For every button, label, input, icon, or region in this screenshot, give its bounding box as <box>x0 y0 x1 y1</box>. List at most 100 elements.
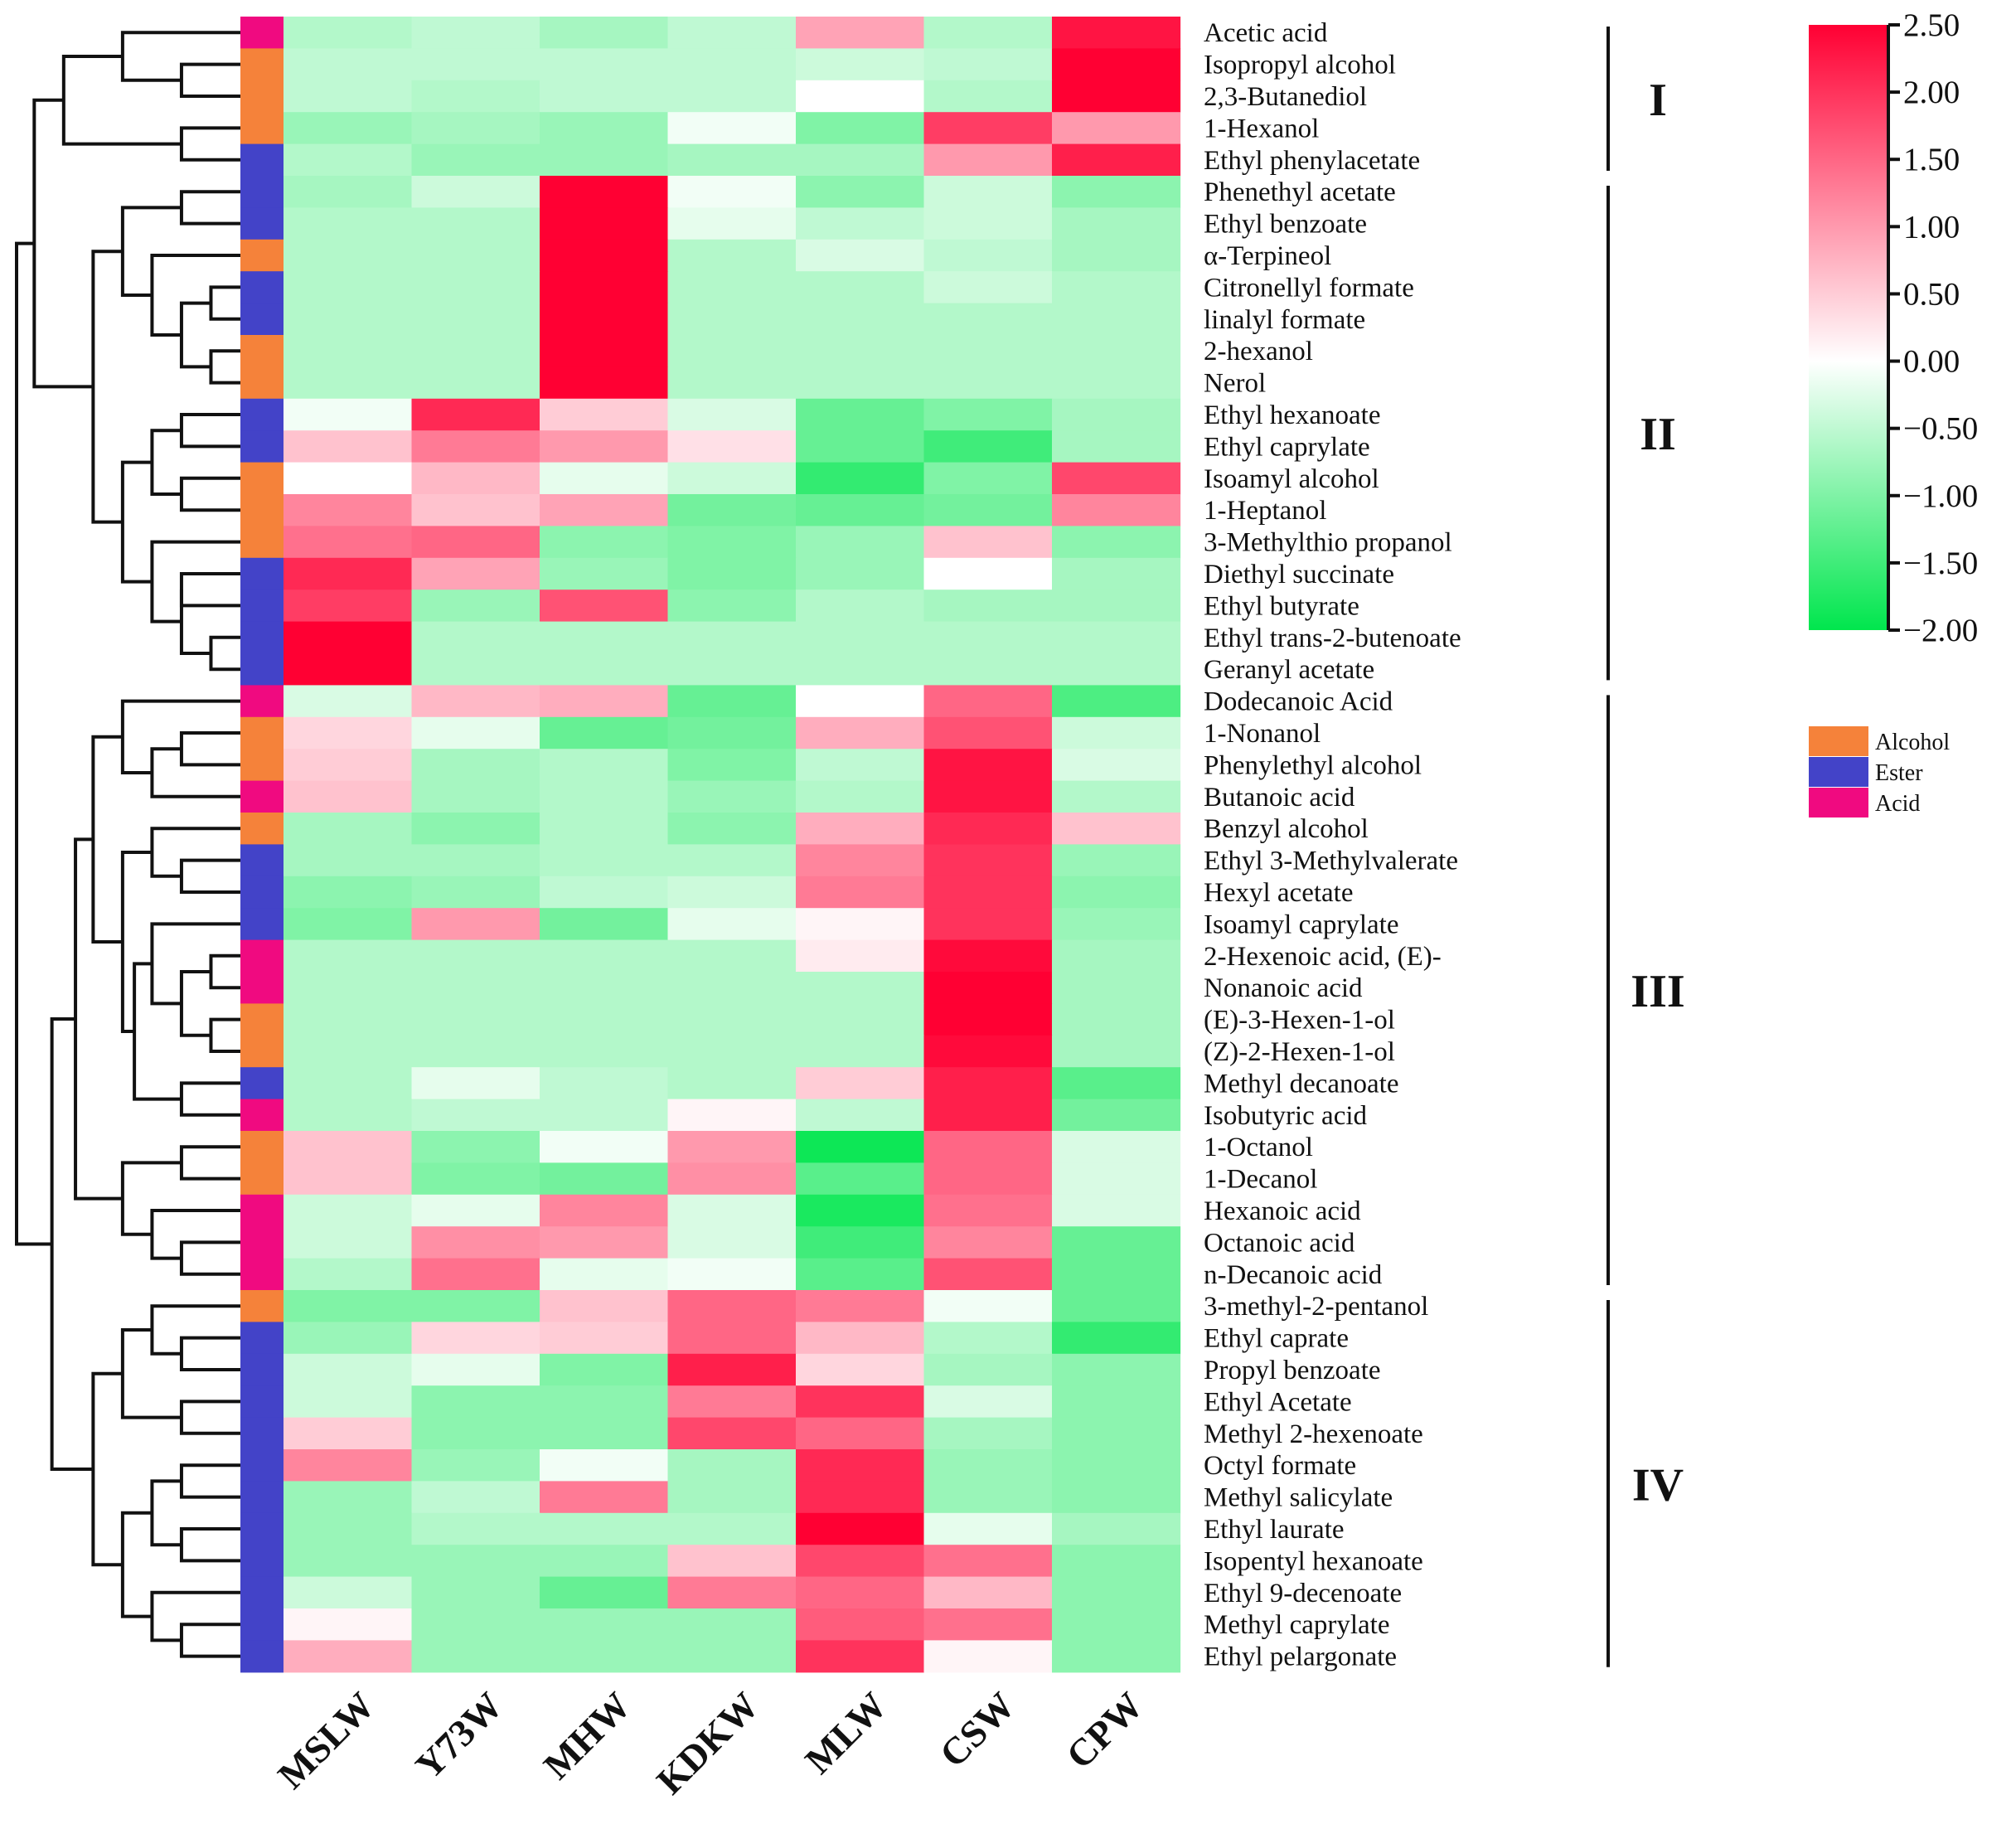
heatmap-cell <box>796 1449 925 1482</box>
heatmap-cell <box>796 876 925 909</box>
heatmap-cell <box>667 1099 797 1132</box>
heatmap-cell <box>284 303 413 336</box>
heatmap-cell <box>923 112 1053 145</box>
heatmap-cell <box>923 271 1053 304</box>
color-scale-tick-label: 0.00 <box>1903 344 1960 380</box>
heatmap-cell <box>667 1162 797 1196</box>
heatmap-cell <box>284 1003 413 1036</box>
heatmap-cell <box>667 589 797 623</box>
heatmap-cell <box>667 398 797 431</box>
heatmap-cell <box>540 1290 669 1322</box>
heatmap-cell <box>411 844 540 877</box>
class-cell-alcohol <box>240 1290 284 1322</box>
heatmap-cell <box>667 17 797 49</box>
heatmap-cell <box>284 1099 413 1132</box>
heatmap-cell <box>284 207 413 240</box>
cluster-label: II <box>1640 409 1676 460</box>
heatmap-cell <box>411 908 540 941</box>
heatmap-cell <box>284 1512 413 1545</box>
heatmap-cell <box>540 780 669 813</box>
color-scale-tick-label: −2.00 <box>1903 613 1978 648</box>
heatmap-cell <box>923 207 1053 240</box>
class-legend-swatch-alcohol <box>1809 726 1868 756</box>
row-label: Nerol <box>1204 369 1266 399</box>
heatmap-cell <box>796 1162 925 1196</box>
row-label: Octanoic acid <box>1204 1228 1355 1258</box>
heatmap-cell <box>284 716 413 750</box>
row-label: Ethyl benzoate <box>1204 210 1367 240</box>
dendrogram-branch <box>209 1017 240 1053</box>
heatmap-cell <box>667 1481 797 1514</box>
heatmap-cell <box>796 80 925 113</box>
class-cell-acid <box>240 780 284 813</box>
heatmap-cell <box>923 1449 1053 1482</box>
heatmap-cell <box>923 398 1053 431</box>
heatmap-cell <box>923 17 1053 49</box>
heatmap-cell <box>284 653 413 686</box>
heatmap-cell <box>284 430 413 463</box>
row-label: Isoamyl alcohol <box>1204 464 1379 494</box>
class-cell-alcohol <box>240 1003 284 1036</box>
dendrogram-branch <box>150 747 240 798</box>
heatmap-cell <box>284 1545 413 1578</box>
heatmap-cell <box>411 1322 540 1355</box>
heatmap-cell <box>284 1640 413 1673</box>
class-cell-ester <box>240 398 284 431</box>
heatmap-cell <box>1052 1194 1181 1227</box>
heatmap-cell <box>923 1608 1053 1641</box>
row-label: Hexanoic acid <box>1204 1196 1361 1226</box>
heatmap-cell <box>667 1640 797 1673</box>
row-label: linalyl formate <box>1204 305 1365 335</box>
heatmap-cell <box>1052 1035 1181 1068</box>
heatmap-cell <box>923 780 1053 813</box>
heatmap-cell <box>667 143 797 177</box>
heatmap-cell <box>540 1194 669 1227</box>
class-cell-alcohol <box>240 716 284 750</box>
heatmap-cell <box>1052 526 1181 559</box>
heatmap-cell <box>667 494 797 526</box>
heatmap-cell <box>540 876 669 909</box>
row-label: 1-Hexanol <box>1204 114 1319 143</box>
heatmap-cell <box>284 17 413 49</box>
heatmap-cell <box>923 1035 1053 1068</box>
heatmap-cell <box>667 1545 797 1578</box>
heatmap-cell <box>411 303 540 336</box>
heatmap-cell <box>796 143 925 177</box>
row-label: Hexyl acetate <box>1204 878 1353 908</box>
class-cell-ester <box>240 430 284 463</box>
heatmap-cell <box>411 239 540 272</box>
dendrogram-branch <box>179 858 240 894</box>
heatmap-cell <box>923 526 1053 559</box>
heatmap-cell <box>1052 271 1181 304</box>
class-cell-ester <box>240 143 284 177</box>
heatmap-cell <box>1052 366 1181 400</box>
heatmap-cell <box>667 557 797 590</box>
heatmap-cell <box>796 1290 925 1322</box>
heatmap-cell <box>796 653 925 686</box>
dendrogram-branch <box>15 241 52 1246</box>
heatmap-cell <box>540 1099 669 1132</box>
heatmap-cell <box>540 462 669 495</box>
row-label: 1-Octanol <box>1204 1133 1313 1162</box>
heatmap-cell <box>540 271 669 304</box>
dendrogram-branch <box>91 250 123 524</box>
row-label: 3-methyl-2-pentanol <box>1204 1292 1428 1322</box>
class-cell-acid <box>240 1258 284 1291</box>
heatmap-cell <box>796 1576 925 1609</box>
heatmap-cell <box>284 876 413 909</box>
heatmap-cell <box>1052 1290 1181 1322</box>
heatmap-cell <box>411 1194 540 1227</box>
class-cell-ester <box>240 557 284 590</box>
heatmap-cell <box>411 48 540 81</box>
heatmap-cell <box>1052 80 1181 113</box>
heatmap-cell <box>796 1385 925 1419</box>
heatmap-cell <box>1052 876 1181 909</box>
heatmap-cell <box>540 80 669 113</box>
heatmap-cell <box>796 844 925 877</box>
heatmap-cell <box>796 780 925 813</box>
heatmap-cell <box>540 494 669 526</box>
heatmap-cell <box>796 112 925 145</box>
heatmap-cell <box>540 1449 669 1482</box>
class-legend-swatch-ester <box>1809 757 1868 787</box>
